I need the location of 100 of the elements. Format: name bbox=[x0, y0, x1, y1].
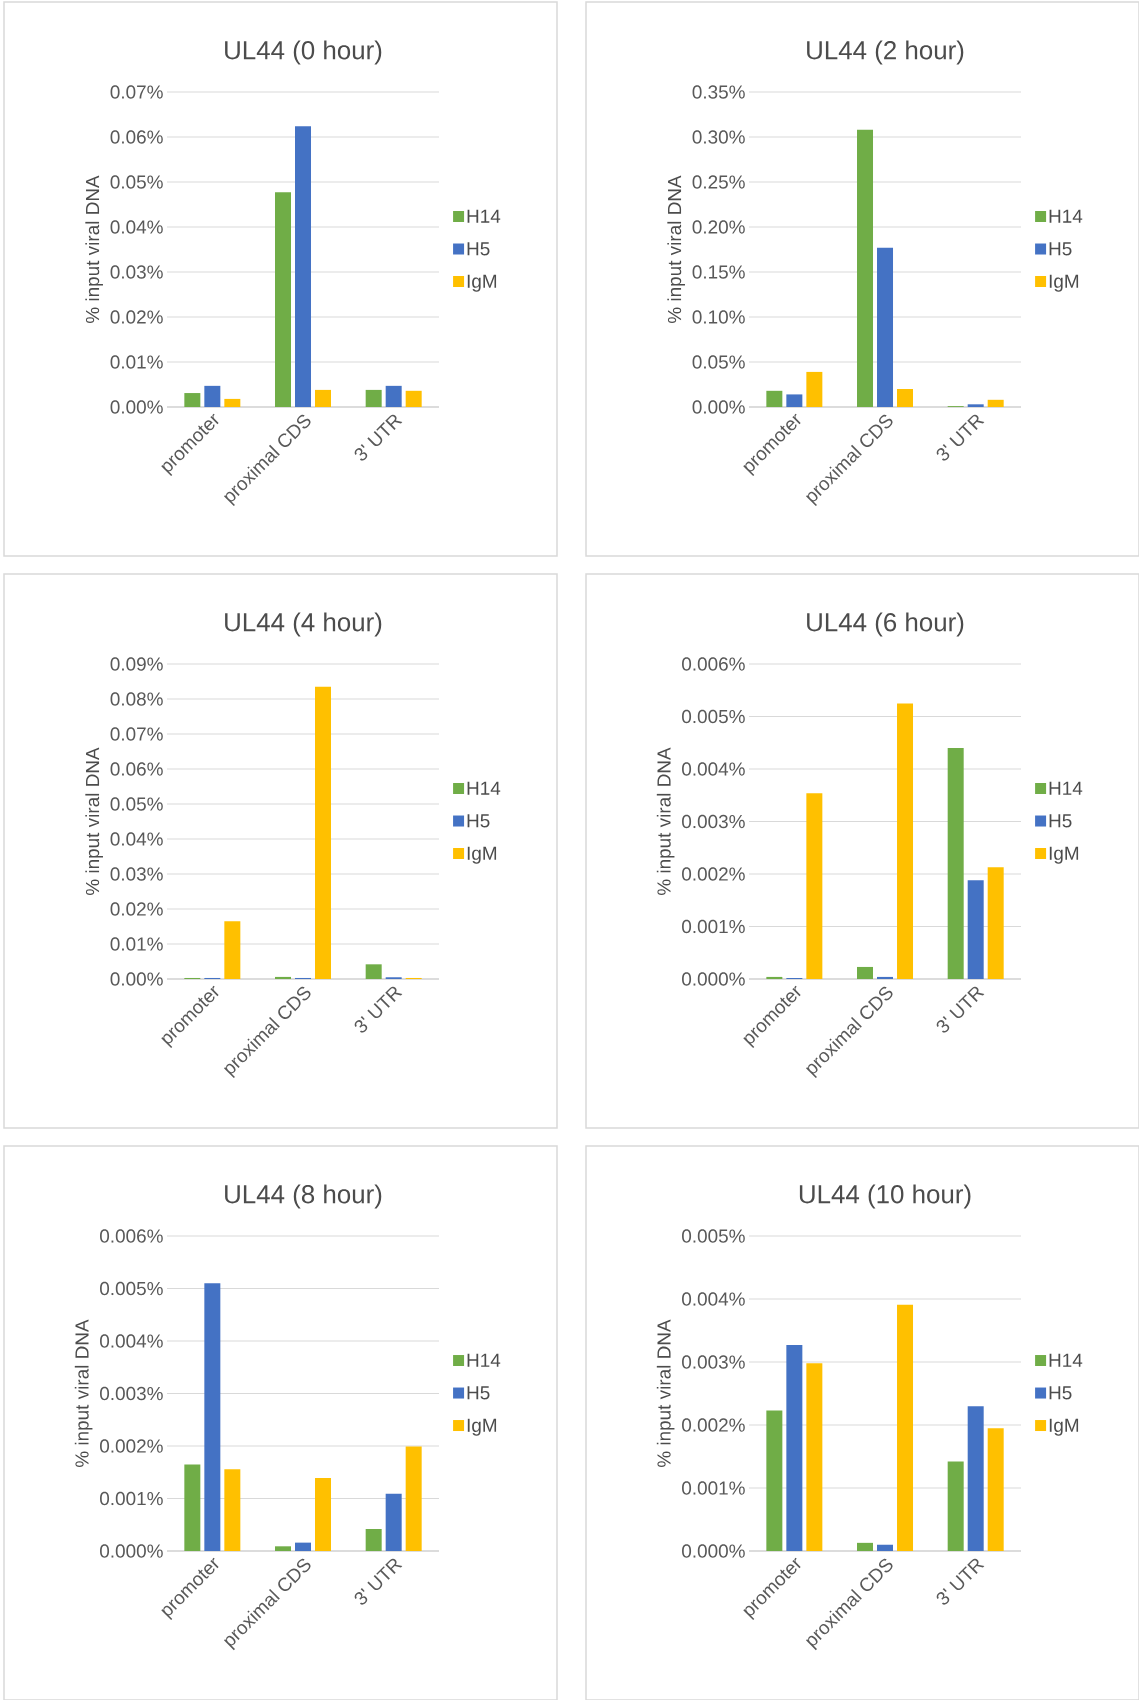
bar bbox=[806, 371, 823, 408]
legend-label: H14 bbox=[1049, 781, 1083, 795]
y-tick-label: 0.01% bbox=[110, 355, 163, 369]
y-tick-label: 0.004% bbox=[682, 1292, 745, 1306]
bar bbox=[315, 686, 332, 980]
bar bbox=[365, 1528, 382, 1552]
bar bbox=[947, 748, 964, 980]
legend-label: H14 bbox=[1049, 1353, 1083, 1367]
chart-title: UL44 (6 hour) bbox=[807, 612, 964, 637]
y-tick-label: 0.002% bbox=[100, 1439, 163, 1453]
y-tick-label: 0.20% bbox=[692, 220, 745, 234]
y-tick-label: 0.09% bbox=[110, 657, 163, 671]
y-tick-label: 0.08% bbox=[110, 692, 163, 706]
y-tick-label: 0.02% bbox=[110, 310, 163, 324]
bar bbox=[857, 966, 874, 980]
y-axis-title: % input viral DNA bbox=[656, 1319, 675, 1468]
legend-label: H14 bbox=[467, 1353, 501, 1367]
y-tick-label: 0.05% bbox=[110, 797, 163, 811]
y-tick-label: 0.006% bbox=[682, 657, 745, 671]
y-tick-label: 0.003% bbox=[682, 814, 745, 829]
x-tick-label: 3' UTR bbox=[936, 986, 985, 1033]
y-tick-label: 0.005% bbox=[682, 709, 745, 724]
y-tick-label: 0.002% bbox=[682, 867, 745, 881]
bar bbox=[967, 880, 984, 980]
bar bbox=[365, 964, 382, 980]
bar bbox=[786, 394, 803, 408]
y-tick-label: 0.00% bbox=[692, 400, 745, 414]
y-tick-label: 0.04% bbox=[110, 220, 163, 234]
bar bbox=[987, 1428, 1004, 1552]
y-tick-label: 0.06% bbox=[110, 130, 163, 144]
bar bbox=[897, 389, 914, 408]
legend-label: H5 bbox=[467, 1386, 490, 1400]
bar bbox=[806, 793, 823, 980]
y-tick-label: 0.35% bbox=[692, 85, 745, 99]
bar bbox=[766, 390, 783, 408]
y-tick-label: 0.02% bbox=[110, 902, 163, 916]
y-axis-title: % input viral DNA bbox=[85, 175, 103, 323]
y-tick-label: 0.002% bbox=[682, 1418, 745, 1432]
y-tick-label: 0.10% bbox=[692, 310, 745, 324]
y-axis-title: % input viral DNA bbox=[85, 747, 103, 896]
bar bbox=[947, 1461, 964, 1552]
legend-label: IgM bbox=[467, 1418, 497, 1436]
y-tick-label: 0.000% bbox=[682, 972, 745, 986]
y-tick-label: 0.01% bbox=[110, 937, 163, 951]
x-tick-label: 3' UTR bbox=[354, 1558, 403, 1605]
bar bbox=[385, 1493, 402, 1552]
bar bbox=[987, 399, 1004, 408]
bar bbox=[967, 404, 984, 408]
legend-label: H5 bbox=[1049, 242, 1072, 256]
chart-title: UL44 (0 hour) bbox=[225, 40, 382, 65]
bar bbox=[967, 1406, 984, 1552]
bar bbox=[766, 1410, 783, 1552]
bar bbox=[786, 1345, 803, 1552]
bar bbox=[275, 1546, 292, 1552]
bar bbox=[766, 976, 783, 980]
legend-label: H5 bbox=[467, 242, 490, 256]
y-tick-label: 0.004% bbox=[682, 762, 745, 776]
y-tick-label: 0.003% bbox=[100, 1386, 163, 1401]
bar bbox=[806, 1363, 823, 1552]
legend-label: IgM bbox=[467, 846, 497, 864]
legend-label: IgM bbox=[1049, 1418, 1079, 1436]
y-tick-label: 0.06% bbox=[110, 762, 163, 776]
bar bbox=[224, 921, 241, 980]
y-tick-label: 0.15% bbox=[692, 265, 745, 279]
x-tick-label: 3' UTR bbox=[936, 414, 985, 461]
bar bbox=[385, 385, 402, 407]
y-tick-label: 0.05% bbox=[692, 355, 745, 369]
bar bbox=[184, 1464, 201, 1552]
bar bbox=[405, 1446, 422, 1552]
y-tick-label: 0.00% bbox=[110, 400, 163, 414]
bar bbox=[877, 247, 894, 408]
y-tick-label: 0.04% bbox=[110, 832, 163, 846]
legend-label: IgM bbox=[467, 274, 497, 292]
legend-label: IgM bbox=[1049, 846, 1079, 864]
legend-label: H5 bbox=[1049, 1386, 1072, 1400]
legend-label: H5 bbox=[1049, 814, 1072, 828]
chart-title: UL44 (4 hour) bbox=[225, 612, 382, 637]
y-tick-label: 0.25% bbox=[692, 175, 745, 189]
y-tick-label: 0.006% bbox=[100, 1229, 163, 1243]
bar bbox=[275, 976, 292, 980]
y-tick-label: 0.005% bbox=[100, 1281, 163, 1296]
y-tick-label: 0.07% bbox=[110, 85, 163, 99]
bar bbox=[405, 390, 422, 407]
legend-label: IgM bbox=[1049, 274, 1079, 292]
y-tick-label: 0.30% bbox=[692, 130, 745, 144]
y-tick-label: 0.03% bbox=[110, 265, 163, 279]
bar bbox=[315, 389, 332, 407]
bar bbox=[184, 393, 201, 407]
legend-label: H14 bbox=[1049, 209, 1083, 223]
bar bbox=[987, 867, 1004, 980]
y-tick-label: 0.00% bbox=[110, 972, 163, 986]
x-tick-label: 3' UTR bbox=[936, 1558, 985, 1605]
bar bbox=[315, 1478, 332, 1552]
legend-label: H14 bbox=[467, 781, 501, 795]
legend-label: H14 bbox=[467, 209, 501, 223]
bar bbox=[857, 1542, 874, 1552]
y-tick-label: 0.001% bbox=[682, 1481, 745, 1495]
bar bbox=[275, 192, 292, 407]
bar bbox=[365, 389, 382, 407]
y-tick-label: 0.05% bbox=[110, 175, 163, 189]
